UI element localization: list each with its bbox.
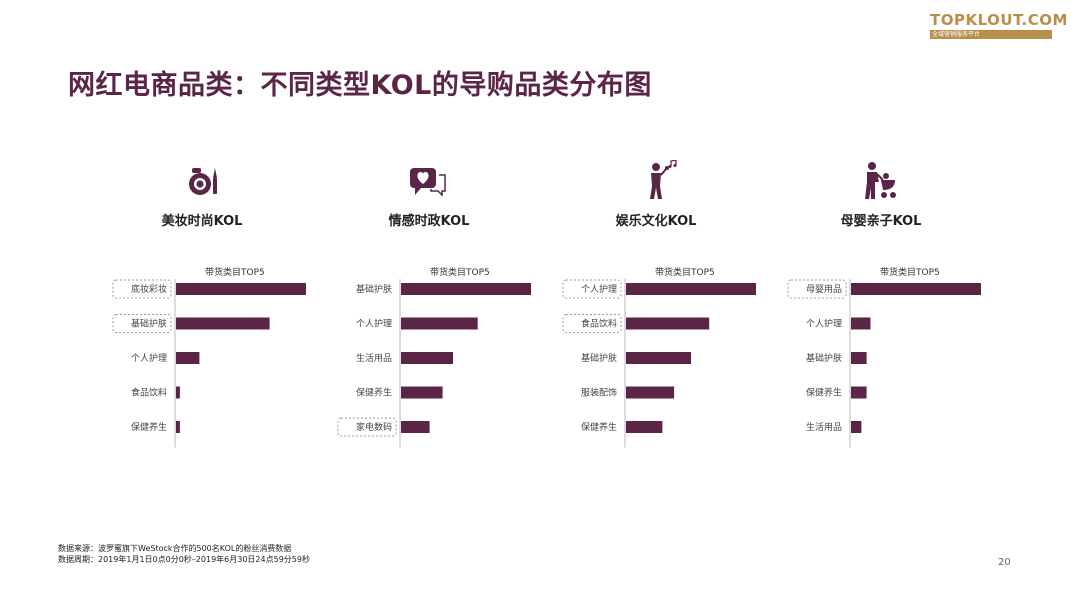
category-label: 个人护理	[356, 318, 392, 330]
category-label: 母婴用品	[806, 284, 842, 295]
kol-panel-makeup: 美妆时尚KOL 带货类目TOP5 底妆彩妆基础护肤个人护理食品饮料保健养生	[102, 160, 342, 450]
bar	[401, 421, 430, 433]
kol-panel-mother-baby: 母婴亲子KOL 带货类目TOP5 母婴用品个人护理基础护肤保健养生生活用品	[777, 160, 1017, 450]
bar	[851, 283, 981, 295]
kol-panel-entertainment: 娱乐文化KOL 带货类目TOP5 个人护理食品饮料基础护肤服装配饰保健养生	[552, 159, 792, 450]
highlight-box	[562, 314, 622, 333]
bar	[401, 352, 453, 364]
kol-panel-emotion: 情感时政KOL 带货类目TOP5 基础护肤个人护理生活用品保健养生家电数码	[327, 160, 567, 450]
bar	[176, 421, 180, 433]
bar	[626, 317, 710, 330]
category-label: 家电数码	[356, 421, 392, 433]
highlight-box	[562, 279, 622, 299]
singer-icon	[642, 159, 678, 200]
chat-heart-icon	[409, 160, 446, 200]
bar	[626, 386, 675, 399]
panel-heading: 娱乐文化KOL	[615, 214, 697, 229]
panel-heading: 美妆时尚KOL	[161, 214, 243, 229]
category-label: 个人护理	[581, 283, 617, 295]
highlight-box	[112, 314, 172, 333]
bar	[626, 283, 756, 295]
highlight-box	[337, 417, 397, 437]
category-label: 保健养生	[806, 387, 842, 399]
bar	[851, 317, 871, 330]
bar	[176, 317, 270, 330]
panel-heading: 母婴亲子KOL	[840, 214, 922, 229]
logo-subtitle: 全域营销服务平台	[930, 30, 1052, 39]
category-label: 个人护理	[806, 318, 842, 330]
parent-stroller-icon	[861, 160, 897, 200]
page-number: 20	[998, 557, 1011, 568]
category-label: 保健养生	[131, 421, 167, 433]
chart-title: 带货类目TOP5	[880, 266, 940, 278]
category-label: 基础护肤	[806, 352, 842, 364]
chart-title: 带货类目TOP5	[205, 266, 265, 278]
bar	[176, 283, 306, 295]
bar	[851, 352, 867, 364]
highlight-box	[112, 279, 172, 299]
category-label: 生活用品	[356, 352, 392, 364]
category-label: 食品饮料	[581, 318, 617, 330]
category-label: 底妆彩妆	[131, 283, 167, 295]
bar	[851, 386, 867, 399]
footnote-period: 数据周期：2019年1月1日0点0分0秒–2019年6月30日24点59分59秒	[58, 555, 310, 564]
logo-text: TOPKLOUT.COM	[930, 11, 1068, 29]
category-label: 基础护肤	[356, 283, 392, 295]
highlight-box	[787, 279, 847, 299]
category-label: 保健养生	[356, 387, 392, 399]
brand-logo: TOPKLOUT.COM 全域营销服务平台	[930, 11, 1068, 39]
makeup-icon	[186, 160, 222, 200]
bar	[401, 386, 443, 399]
category-label: 服装配饰	[581, 387, 617, 399]
bar	[401, 283, 531, 295]
category-label: 保健养生	[581, 421, 617, 433]
footnote: 数据来源：波罗蜜旗下WeStock合作的500名KOL的粉丝消费数据 数据周期：…	[58, 543, 310, 565]
category-label: 食品饮料	[131, 387, 167, 399]
bar	[626, 421, 663, 433]
category-label: 基础护肤	[581, 352, 617, 364]
chart-title: 带货类目TOP5	[430, 266, 490, 278]
chart-title: 带货类目TOP5	[655, 266, 715, 278]
panel-heading: 情感时政KOL	[388, 214, 470, 229]
bar	[176, 352, 200, 364]
category-label: 生活用品	[806, 421, 842, 433]
page-title: 网红电商品类：不同类型KOL的导购品类分布图	[68, 70, 652, 101]
footnote-source: 数据来源：波罗蜜旗下WeStock合作的500名KOL的粉丝消费数据	[58, 544, 292, 553]
bar	[401, 317, 478, 330]
category-label: 基础护肤	[131, 318, 167, 330]
bar	[626, 352, 691, 364]
bar	[851, 421, 862, 433]
bar	[176, 386, 180, 399]
category-label: 个人护理	[131, 352, 167, 364]
